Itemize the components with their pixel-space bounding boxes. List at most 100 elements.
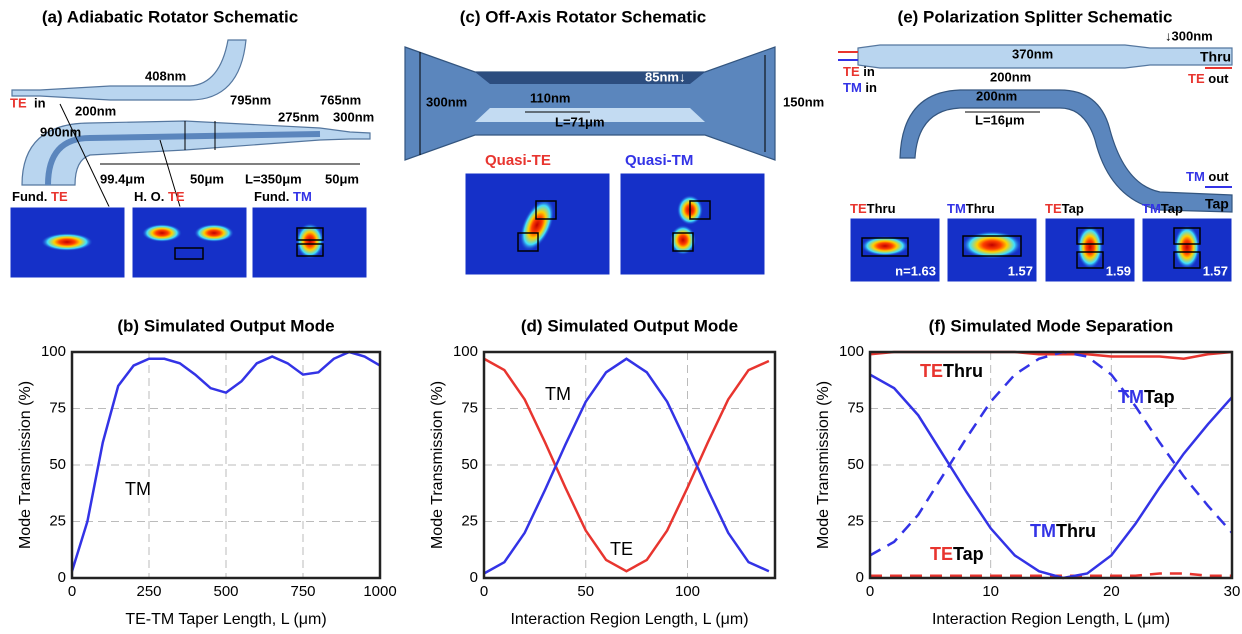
chart-title: (b) Simulated Output Mode xyxy=(117,316,334,335)
mode-label: TETap xyxy=(1045,201,1084,216)
dim-label: 150nm xyxy=(783,94,824,109)
annotation-mode: TE xyxy=(930,544,953,564)
waveguide xyxy=(12,40,246,100)
x-axis-label: TE-TM Taper Length, L (μm) xyxy=(125,611,326,628)
mode-field xyxy=(962,231,1022,259)
x-tick-label: 1000 xyxy=(363,583,396,600)
panel-c: (c) Off-Axis Rotator Schematic 300nm 85n… xyxy=(405,7,824,275)
y-tick-label: 50 xyxy=(847,456,864,473)
effective-index: 1.57 xyxy=(1008,263,1033,278)
mode-field xyxy=(194,224,234,242)
dim-label: 110nm xyxy=(530,90,570,105)
port-text: out xyxy=(1208,71,1229,86)
dim-label: 765nm xyxy=(320,92,361,107)
annotation-port: Thru xyxy=(943,361,983,381)
annotation-port: Thru xyxy=(1056,521,1096,541)
x-axis-label: Interaction Region Length, L (μm) xyxy=(932,611,1170,628)
mode-label: Fund. TM xyxy=(254,189,312,204)
port-text: out xyxy=(1208,169,1229,184)
y-tick-label: 25 xyxy=(847,512,864,529)
x-tick-label: 100 xyxy=(675,583,700,600)
mode: TM xyxy=(947,201,966,216)
port: Thru xyxy=(867,201,896,216)
port-text: in xyxy=(865,80,877,95)
port: Tap xyxy=(1161,201,1183,216)
mode-label: Quasi-TE xyxy=(485,152,551,169)
x-tick-label: 0 xyxy=(68,583,76,600)
port-mode: TE xyxy=(843,64,860,79)
mode-field xyxy=(142,224,182,242)
panel-title: (a) Adiabatic Rotator Schematic xyxy=(42,7,298,26)
dim-label: 275nm xyxy=(278,109,319,124)
dim-label: 408nm xyxy=(145,68,186,83)
dim-label: 200nm xyxy=(75,103,116,118)
annotation: TMThru xyxy=(1030,521,1096,541)
mode-image xyxy=(132,207,247,278)
waveguide xyxy=(900,90,1232,212)
y-tick-label: 100 xyxy=(453,343,478,360)
annotation-port: Tap xyxy=(953,544,984,564)
mode: TM xyxy=(293,189,312,204)
y-tick-label: 0 xyxy=(58,569,66,586)
effective-index: 1.59 xyxy=(1106,263,1131,278)
y-tick-label: 75 xyxy=(461,399,478,416)
mode-label: TMThru xyxy=(947,201,995,216)
charts: (b) Simulated Output Mode TE-TM Taper Len… xyxy=(17,316,1240,628)
port-label: TM in xyxy=(843,80,877,95)
port-label: Thru xyxy=(1200,49,1231,65)
annotation-port: Tap xyxy=(1144,387,1175,407)
port-label: TM out xyxy=(1186,169,1229,184)
mode: TM xyxy=(1142,201,1161,216)
annotation-mode: TM xyxy=(1118,387,1144,407)
port: Thru xyxy=(966,201,995,216)
x-tick-label: 10 xyxy=(982,583,999,600)
dim-label: 99.4μm xyxy=(100,171,145,186)
dim-label: 50μm xyxy=(190,171,224,186)
panel-a: (a) Adiabatic Rotator Schematic 408nm 20… xyxy=(10,7,374,278)
x-axis-label: Interaction Region Length, L (μm) xyxy=(510,611,748,628)
mode-label: Quasi-TM xyxy=(625,152,693,169)
mode-field xyxy=(861,236,909,256)
port-mode: TM xyxy=(843,80,862,95)
dim-label: 200nm xyxy=(976,88,1017,103)
dim-label: L=16μm xyxy=(975,112,1025,127)
dim-label: 370nm xyxy=(1012,46,1053,61)
effective-index: 1.57 xyxy=(1203,263,1228,278)
panel-e: (e) Polarization Splitter Schematic 370n… xyxy=(838,7,1232,282)
mode-field xyxy=(1174,225,1200,269)
mode: TE xyxy=(1045,201,1062,216)
x-tick-label: 250 xyxy=(136,583,161,600)
annotation: TM xyxy=(545,384,571,404)
port-label: TE in xyxy=(843,64,875,79)
dim-label: L=71μm xyxy=(555,114,605,129)
annotation: TE xyxy=(610,539,633,559)
dim-label: 900nm xyxy=(40,124,81,139)
mode-field xyxy=(41,233,93,251)
x-tick-label: 0 xyxy=(480,583,488,600)
mode-prefix: H. O. xyxy=(134,189,164,204)
figure: (a) Adiabatic Rotator Schematic 408nm 20… xyxy=(0,0,1242,634)
dim-label: 795nm xyxy=(230,92,271,107)
x-tick-label: 500 xyxy=(213,583,238,600)
y-tick-label: 0 xyxy=(470,569,478,586)
port-mode: TE xyxy=(10,95,27,110)
y-axis-label: Mode Transmission (%) xyxy=(17,381,34,549)
annotation: TM xyxy=(125,479,151,499)
y-tick-label: 25 xyxy=(49,512,66,529)
mode-prefix: Fund. xyxy=(12,189,47,204)
port-mode: TM xyxy=(1186,169,1205,184)
mode-prefix: Fund. xyxy=(254,189,289,204)
chart-title: (f) Simulated Mode Separation xyxy=(929,316,1174,335)
y-tick-label: 25 xyxy=(461,512,478,529)
panel-title: (e) Polarization Splitter Schematic xyxy=(898,7,1173,26)
dim-label: 200nm xyxy=(990,69,1031,84)
x-tick-label: 50 xyxy=(577,583,594,600)
mode-label: TMTap xyxy=(1142,201,1183,216)
annotation-mode: TM xyxy=(1030,521,1056,541)
annotation: TEThru xyxy=(920,361,983,381)
effective-index: n=1.63 xyxy=(895,263,936,278)
annotation: TMTap xyxy=(1118,387,1175,407)
mode: TE xyxy=(168,189,185,204)
mode-label: Fund. TE xyxy=(12,189,68,204)
x-tick-label: 0 xyxy=(866,583,874,600)
